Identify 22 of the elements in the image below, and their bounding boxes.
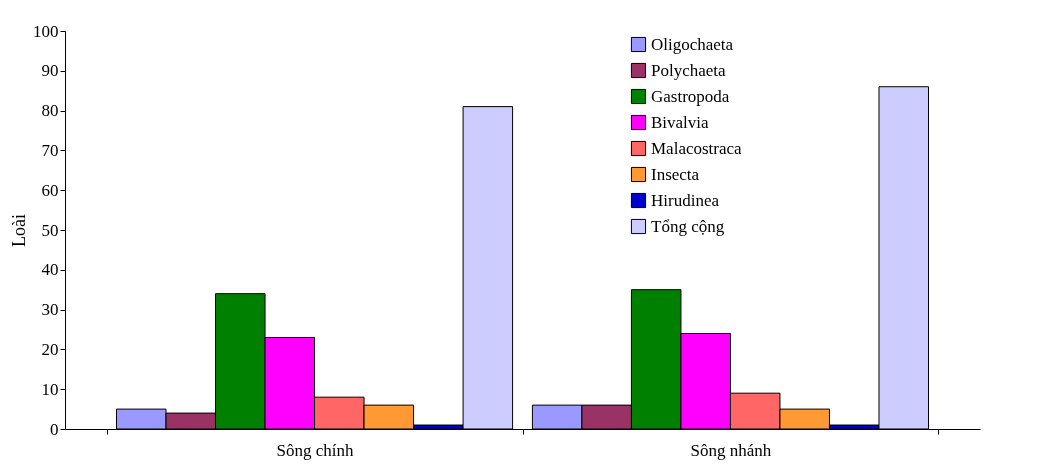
y-tick-label: 0: [50, 419, 59, 439]
y-axis-title: Loài: [9, 214, 29, 247]
x-tick-label: Sông chính: [276, 440, 355, 460]
y-tick-label: 40: [41, 260, 59, 280]
y-tick-label: 60: [41, 180, 59, 200]
legend-label: Tổng cộng: [651, 216, 725, 236]
legend-label: Oligochaeta: [651, 34, 734, 54]
y-tick-label: 100: [33, 21, 59, 41]
legend-label: Bivalvia: [651, 112, 710, 132]
y-tick-label: 20: [41, 339, 59, 359]
y-tick-label: 50: [41, 220, 59, 240]
y-tick-label: 90: [41, 61, 59, 81]
y-tick-label: 10: [41, 379, 59, 399]
legend-label: Hirudinea: [651, 190, 720, 210]
y-tick-label: 70: [41, 140, 59, 160]
y-tick-label: 80: [41, 101, 59, 121]
legend-label: Polychaeta: [651, 60, 727, 80]
legend-label: Malacostraca: [651, 138, 743, 158]
x-tick-label: Sông nhánh: [690, 440, 772, 460]
legend-label: Insecta: [651, 164, 700, 184]
y-tick-label: 30: [41, 300, 59, 320]
legend-label: Gastropoda: [651, 86, 730, 106]
